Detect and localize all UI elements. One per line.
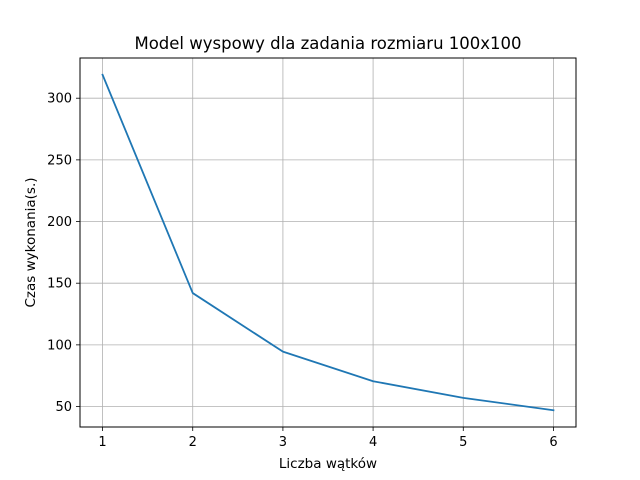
y-tick-label: 100 [47, 338, 72, 353]
y-tick-label: 250 [47, 153, 72, 168]
plot-area-frame [79, 57, 577, 428]
ticks: 1 2 3 4 5 6 50 100 150 200 250 300 [47, 92, 557, 450]
y-axis-label: Czas wykonania(s.) [23, 177, 39, 307]
x-tick-label: 6 [549, 435, 557, 450]
x-tick-label: 4 [369, 435, 377, 450]
x-tick-label: 1 [98, 435, 106, 450]
series-layer [101, 73, 555, 412]
series-line [101, 73, 555, 412]
x-tick-label: 2 [189, 435, 197, 450]
chart-title: Model wyspowy dla zadania rozmiaru 100x1… [134, 34, 521, 53]
x-tick-label: 5 [459, 435, 467, 450]
y-tick-label: 200 [47, 215, 72, 230]
x-tick-label: 3 [279, 435, 287, 450]
x-axis-label: Liczba wątków [279, 456, 377, 472]
y-tick-label: 150 [47, 277, 72, 292]
grid [80, 58, 576, 427]
y-tick-label: 50 [55, 400, 72, 415]
y-tick-label: 300 [47, 92, 72, 107]
